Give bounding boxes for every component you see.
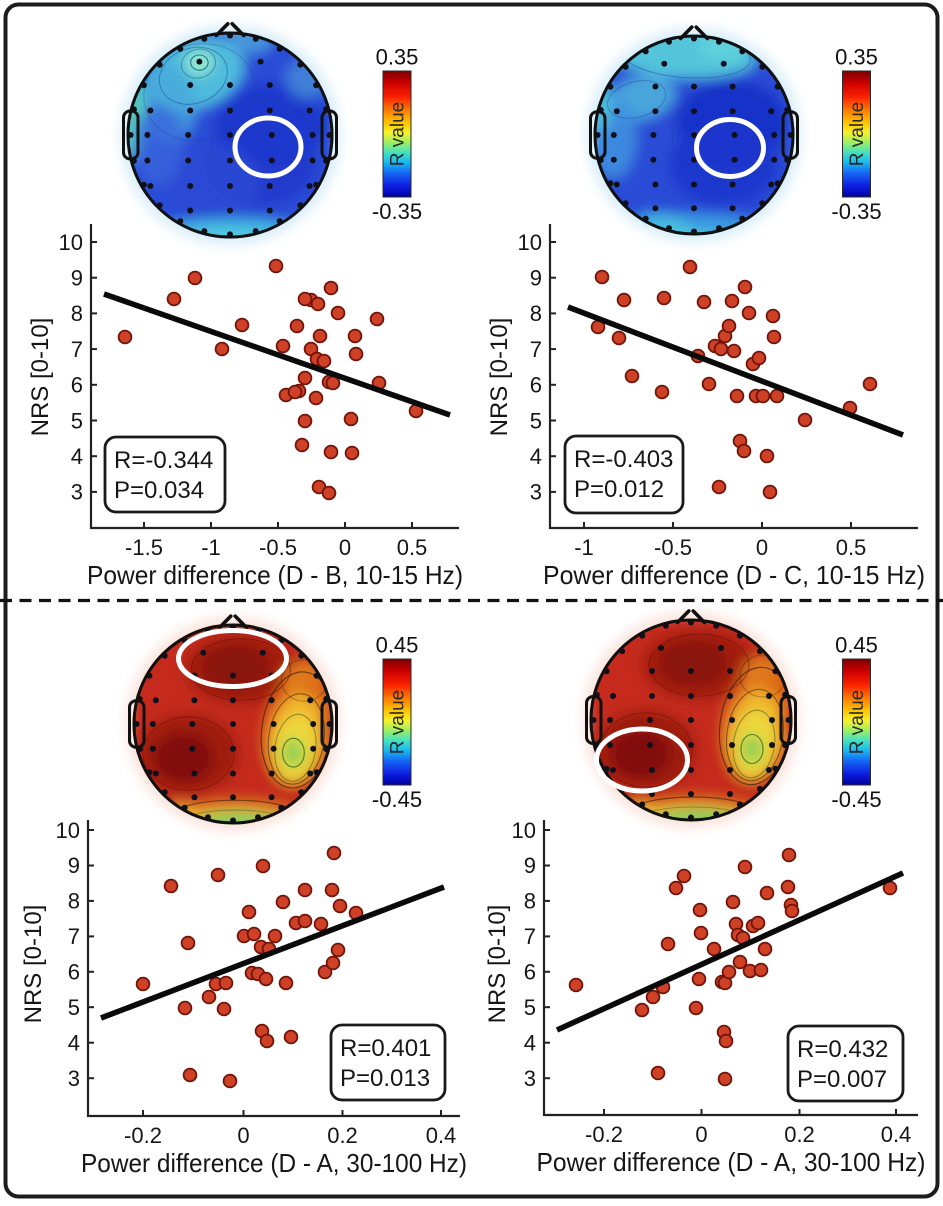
svg-text:-0.5: -0.5 <box>259 535 297 560</box>
svg-text:10: 10 <box>512 818 536 843</box>
svg-text:NRS [0-10]: NRS [0-10] <box>484 905 511 1024</box>
svg-text:8: 8 <box>530 301 542 326</box>
svg-text:6: 6 <box>68 960 80 985</box>
svg-text:-0.35: -0.35 <box>372 199 422 224</box>
svg-text:0: 0 <box>756 535 768 560</box>
svg-text:-0.35: -0.35 <box>831 199 881 224</box>
svg-text:0.45: 0.45 <box>376 633 419 658</box>
svg-text:5: 5 <box>71 408 83 433</box>
svg-text:Power difference (D - A, 30-10: Power difference (D - A, 30-100 Hz) <box>537 1147 926 1177</box>
svg-text:8: 8 <box>71 301 83 326</box>
svg-text:NRS [0-10]: NRS [0-10] <box>486 318 513 437</box>
svg-text:0.35: 0.35 <box>376 45 419 70</box>
svg-text:0.2: 0.2 <box>327 1123 358 1148</box>
svg-text:4: 4 <box>71 444 83 469</box>
svg-text:R value: R value <box>388 690 409 754</box>
svg-text:0.35: 0.35 <box>835 45 878 70</box>
svg-text:P=0.007: P=0.007 <box>797 1066 887 1093</box>
svg-text:3: 3 <box>524 1066 536 1091</box>
svg-text:3: 3 <box>68 1066 80 1091</box>
svg-text:6: 6 <box>71 373 83 398</box>
svg-text:-1: -1 <box>201 535 221 560</box>
svg-text:0: 0 <box>339 535 351 560</box>
svg-text:-0.2: -0.2 <box>124 1123 162 1148</box>
svg-text:7: 7 <box>68 924 80 949</box>
svg-text:R value: R value <box>847 102 868 166</box>
svg-text:10: 10 <box>59 230 83 255</box>
svg-text:-0.2: -0.2 <box>585 1122 623 1147</box>
svg-text:9: 9 <box>68 853 80 878</box>
svg-text:7: 7 <box>71 337 83 362</box>
svg-text:NRS [0-10]: NRS [0-10] <box>20 905 47 1024</box>
svg-text:5: 5 <box>68 995 80 1020</box>
svg-text:3: 3 <box>530 480 542 505</box>
svg-text:P=0.012: P=0.012 <box>574 476 664 503</box>
svg-text:R=0.432: R=0.432 <box>797 1036 888 1063</box>
svg-text:-0.5: -0.5 <box>654 535 692 560</box>
svg-text:5: 5 <box>524 995 536 1020</box>
svg-text:0.5: 0.5 <box>836 535 867 560</box>
svg-text:R=-0.344: R=-0.344 <box>114 447 213 474</box>
svg-text:0: 0 <box>237 1123 249 1148</box>
svg-text:NRS [0-10]: NRS [0-10] <box>27 318 54 437</box>
svg-text:4: 4 <box>530 444 542 469</box>
svg-text:4: 4 <box>68 1031 80 1056</box>
svg-text:5: 5 <box>530 408 542 433</box>
svg-text:7: 7 <box>524 924 536 949</box>
svg-text:10: 10 <box>518 230 542 255</box>
svg-text:9: 9 <box>530 266 542 291</box>
svg-text:6: 6 <box>530 373 542 398</box>
svg-text:0.4: 0.4 <box>426 1123 457 1148</box>
svg-text:9: 9 <box>524 853 536 878</box>
svg-text:-1.5: -1.5 <box>125 535 163 560</box>
svg-text:0.5: 0.5 <box>397 535 428 560</box>
svg-text:-0.45: -0.45 <box>831 787 881 812</box>
svg-text:0.2: 0.2 <box>784 1122 815 1147</box>
svg-text:8: 8 <box>68 889 80 914</box>
svg-text:3: 3 <box>71 480 83 505</box>
svg-text:8: 8 <box>524 889 536 914</box>
svg-text:Power difference (D - A, 30-10: Power difference (D - A, 30-100 Hz) <box>81 1148 467 1178</box>
svg-text:6: 6 <box>524 960 536 985</box>
svg-text:10: 10 <box>56 818 80 843</box>
svg-text:Power difference (D - B, 10-15: Power difference (D - B, 10-15 Hz) <box>87 560 463 590</box>
svg-text:R=0.401: R=0.401 <box>340 1035 431 1062</box>
svg-text:Power difference (D - C, 10-15: Power difference (D - C, 10-15 Hz) <box>543 560 925 590</box>
svg-text:R value: R value <box>847 690 868 754</box>
svg-text:9: 9 <box>71 266 83 291</box>
svg-text:-0.45: -0.45 <box>372 787 422 812</box>
svg-text:P=0.034: P=0.034 <box>114 477 204 504</box>
svg-text:-1: -1 <box>574 535 594 560</box>
svg-text:0.4: 0.4 <box>881 1122 912 1147</box>
svg-text:0: 0 <box>695 1122 707 1147</box>
svg-text:0.45: 0.45 <box>835 633 878 658</box>
svg-text:P=0.013: P=0.013 <box>340 1065 430 1092</box>
svg-text:7: 7 <box>530 337 542 362</box>
svg-text:R value: R value <box>388 102 409 166</box>
svg-text:4: 4 <box>524 1031 536 1056</box>
svg-text:R=-0.403: R=-0.403 <box>574 446 673 473</box>
